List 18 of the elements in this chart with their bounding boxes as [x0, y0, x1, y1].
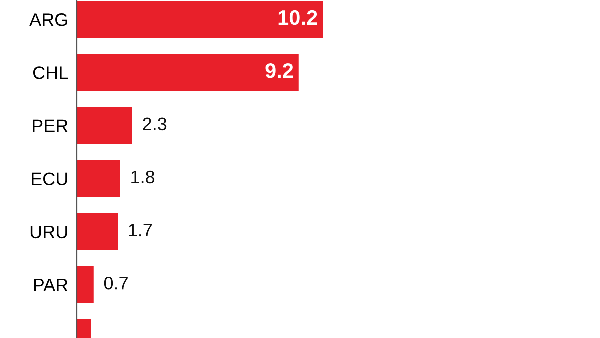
data-label: 9.2 [266, 63, 294, 78]
y-tick-label: PAR [34, 279, 68, 292]
y-tick-label: ECU [32, 172, 68, 186]
bar [77, 1, 323, 38]
y-tick-label: URU [30, 226, 68, 239]
data-label: 0.7 [104, 276, 128, 290]
bar [77, 107, 132, 144]
bar [77, 160, 120, 198]
data-label: 10.2 [278, 10, 318, 26]
data-label: 1.8 [132, 170, 155, 184]
y-tick-label: CHL [33, 66, 68, 80]
bar [77, 54, 299, 92]
data-label: 1.7 [129, 224, 152, 237]
bar [77, 266, 94, 304]
y-tick-label: ARG [30, 14, 68, 26]
bar [77, 213, 118, 250]
y-tick-label: PER [33, 120, 68, 132]
data-label: 2.3 [143, 118, 167, 131]
